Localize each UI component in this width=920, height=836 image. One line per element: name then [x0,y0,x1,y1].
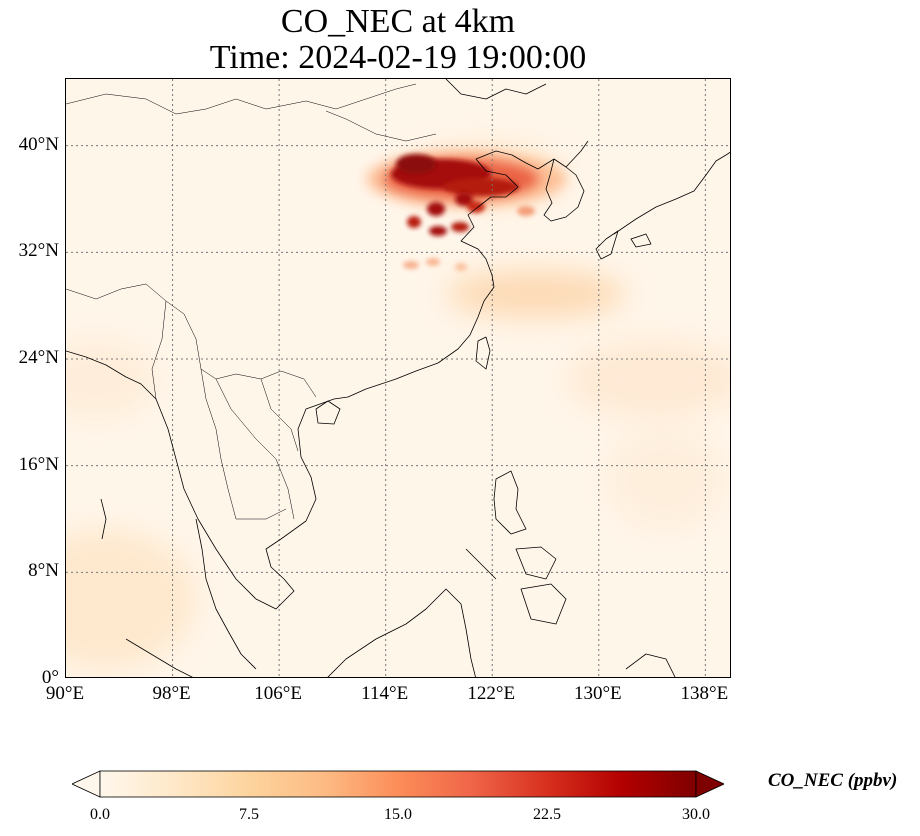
colorbar [72,770,724,798]
colorbar-gradient [99,770,697,798]
longitude-tick-label: 106°E [254,683,302,704]
latitude-tick-label: 32°N [18,240,59,262]
korea [543,158,585,222]
japan-shikoku [630,233,652,248]
latitude-tick-label: 16°N [18,453,59,475]
plume-east-pacific [566,339,730,419]
borneo [327,588,476,677]
map-title-time: Time: 2024-02-19 19:00:00 [209,39,587,76]
hotspot-clusters [403,192,535,271]
map-panel [65,78,731,678]
japan-honshu [613,151,730,235]
longitude-tick-label: 98°E [152,683,191,704]
colorbar-tick-label: 7.5 [239,806,259,823]
palawan [465,548,497,580]
concentration-map [66,79,730,677]
colorbar-extend-max [695,770,724,798]
latitude-tick-label: 8°N [28,560,59,582]
visayas [515,546,557,580]
coastlines [66,79,730,677]
malay-peninsula [195,518,257,670]
japan-kyushu [595,230,619,260]
plume-southwest [66,529,196,669]
korea-east [565,140,589,168]
mindanao [520,583,567,625]
longitude-tick-label: 90°E [45,683,85,704]
new-guinea-edge [625,653,676,677]
map-title-variable: CO_NEC at 4km [280,3,516,40]
luzon [493,470,527,535]
latitude-tick-label: 40°N [18,133,59,155]
colorbar-tick-label: 30.0 [682,806,710,823]
colorbar-tick-label: 0.0 [90,806,110,823]
andaman [100,498,107,540]
colorbar-extend-min [72,770,101,798]
latitude-tick-label: 0° [41,667,59,688]
longitude-tick-label: 114°E [361,683,409,704]
bohai-shandong [475,150,555,208]
background-plumes [66,144,730,669]
longitude-tick-label: 130°E [573,683,622,704]
indochina-coast [66,350,335,610]
longitude-tick-label: 138°E [680,683,729,704]
colorbar-label: CO_NEC (ppbv) [768,770,898,791]
country-borders [66,83,437,520]
map-gridlines [66,79,730,677]
plume-southeast [606,429,726,529]
hainan [315,400,341,425]
sumatra [125,638,193,677]
north-coast-russia [445,79,547,100]
colorbar-tick-label: 15.0 [384,806,412,823]
map-title: CO_NEC at 4km Time: 2024-02-19 19:00:00 [0,4,796,76]
colorbar-tick-label: 22.5 [533,806,561,823]
latitude-tick-label: 24°N [18,347,59,368]
taiwan [475,336,491,370]
longitude-tick-label: 122°E [467,683,516,704]
china-coast [333,206,495,400]
plume-east-china-sea [446,270,626,318]
plume-west [66,339,156,419]
north-china-plume [366,151,566,207]
